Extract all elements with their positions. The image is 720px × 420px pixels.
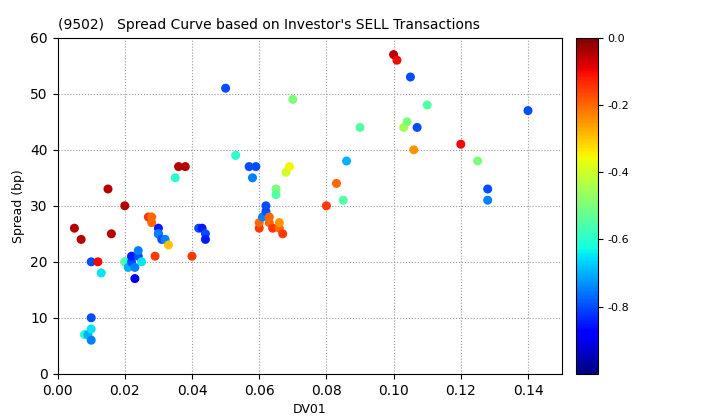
- Point: [129, 275, 140, 282]
- Point: [411, 124, 423, 131]
- Point: [153, 231, 164, 237]
- X-axis label: DV01: DV01: [293, 403, 326, 416]
- Point: [132, 247, 144, 254]
- Point: [119, 258, 130, 265]
- Point: [482, 197, 493, 204]
- Point: [122, 258, 134, 265]
- Point: [243, 163, 255, 170]
- Point: [92, 258, 104, 265]
- Point: [391, 57, 402, 63]
- Point: [388, 51, 400, 58]
- Point: [169, 174, 181, 181]
- Point: [274, 219, 285, 226]
- Point: [143, 214, 154, 220]
- Point: [250, 163, 261, 170]
- Point: [119, 202, 130, 209]
- Point: [280, 169, 292, 176]
- Point: [159, 236, 171, 243]
- Point: [197, 225, 208, 231]
- Point: [260, 202, 271, 209]
- Point: [126, 258, 138, 265]
- Point: [247, 174, 258, 181]
- Point: [119, 258, 130, 265]
- Point: [472, 158, 483, 164]
- Point: [102, 186, 114, 192]
- Text: (9502)   Spread Curve based on Investor's SELL Transactions: (9502) Spread Curve based on Investor's …: [58, 18, 480, 32]
- Point: [253, 219, 265, 226]
- Point: [193, 225, 204, 231]
- Point: [522, 107, 534, 114]
- Point: [270, 186, 282, 192]
- Point: [146, 214, 158, 220]
- Point: [86, 258, 97, 265]
- Point: [78, 331, 90, 338]
- Point: [421, 102, 433, 108]
- Point: [129, 264, 140, 271]
- Point: [186, 253, 198, 260]
- Point: [320, 202, 332, 209]
- Point: [338, 197, 349, 204]
- Point: [341, 158, 352, 164]
- Point: [267, 225, 279, 231]
- Point: [405, 74, 416, 80]
- Point: [199, 231, 211, 237]
- Point: [257, 214, 269, 220]
- Point: [149, 253, 161, 260]
- Point: [126, 253, 138, 260]
- Point: [354, 124, 366, 131]
- Point: [408, 147, 420, 153]
- Point: [156, 236, 168, 243]
- Point: [76, 236, 87, 243]
- Point: [277, 231, 289, 237]
- Point: [106, 231, 117, 237]
- Point: [163, 241, 174, 248]
- Point: [398, 124, 410, 131]
- Point: [173, 163, 184, 170]
- Point: [455, 141, 467, 147]
- Point: [136, 258, 148, 265]
- Point: [284, 163, 295, 170]
- Point: [146, 219, 158, 226]
- Point: [253, 225, 265, 231]
- Point: [153, 225, 164, 231]
- Point: [330, 180, 342, 187]
- Point: [179, 163, 191, 170]
- Point: [82, 331, 94, 338]
- Point: [264, 219, 275, 226]
- Point: [274, 225, 285, 231]
- Point: [122, 264, 134, 271]
- Point: [220, 85, 231, 92]
- Point: [230, 152, 241, 159]
- Y-axis label: Spread (bp): Spread (bp): [12, 169, 24, 243]
- Point: [264, 214, 275, 220]
- Point: [482, 186, 493, 192]
- Point: [153, 231, 164, 237]
- Point: [86, 315, 97, 321]
- Point: [199, 236, 211, 243]
- Point: [68, 225, 80, 231]
- Point: [132, 253, 144, 260]
- Point: [270, 191, 282, 198]
- Point: [287, 96, 299, 103]
- Point: [86, 326, 97, 332]
- Point: [96, 270, 107, 276]
- Point: [86, 337, 97, 344]
- Point: [401, 118, 413, 125]
- Point: [260, 208, 271, 215]
